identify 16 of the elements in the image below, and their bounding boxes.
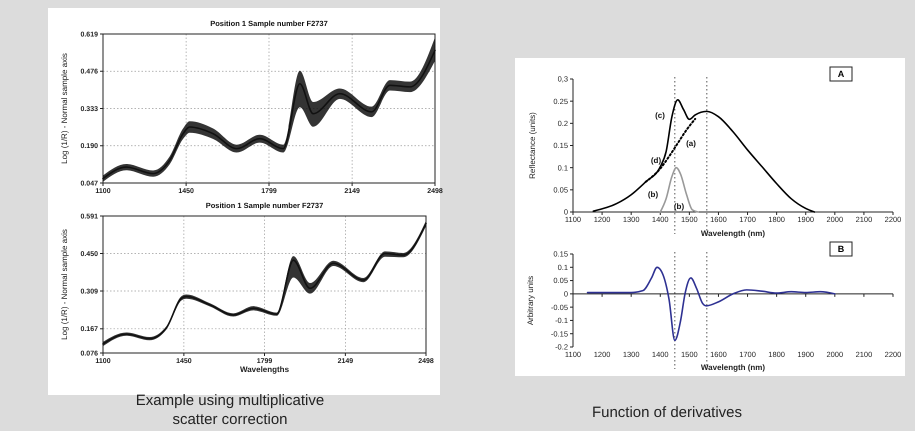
x-axis-title: Wavelength (nm) [700,229,766,238]
annotation: (a) [686,138,696,148]
annotation: (c) [655,110,666,120]
annotation: (d) [650,156,662,165]
y-axis-title: Log (1/R) - Normal sample axis [60,229,69,340]
text: Example using multiplicative scatter correction [136,392,324,428]
annotation: (b) [674,202,684,211]
y-axis-title: Log (1/R) - Normal sample axis [60,53,69,164]
x-axis-title: Wavelengths [240,365,290,374]
text: Function of derivatives [592,404,742,421]
chart-title: A [838,69,845,80]
y-axis-title: Reflectance (units) [528,112,537,179]
y-axis-title: Arbitrary units [526,276,535,326]
chart-title: B [838,244,845,254]
annotation: (b) [648,190,658,199]
x-axis-title: Wavelength (nm) [700,363,766,372]
